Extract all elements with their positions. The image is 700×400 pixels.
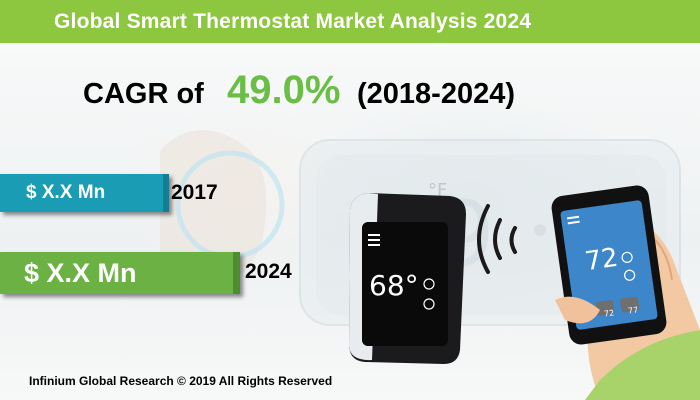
cagr-period: (2018-2024) — [357, 78, 515, 110]
market-value-bar-2017: $ X.X Mn — [0, 174, 169, 212]
year-label-2017: 2017 — [171, 181, 218, 204]
phone-chip-right: 77 — [627, 305, 639, 316]
faded-hand — [160, 130, 267, 290]
copyright-footer: Infinium Global Research © 2019 All Righ… — [29, 374, 333, 388]
page-title: Global Smart Thermostat Market Analysis … — [54, 9, 532, 33]
cagr-label: CAGR of — [83, 78, 204, 110]
market-value-2024: $ X.X Mn — [24, 257, 137, 288]
market-value-bar-2024: $ X.X Mn — [0, 252, 240, 294]
year-label-2024: 2024 — [245, 260, 292, 283]
wireless-signal-icon — [477, 204, 517, 274]
thermostat-reading: 68° — [369, 269, 419, 302]
smart-thermostat-device — [349, 193, 466, 364]
phone-chip-left: 72 — [603, 308, 615, 319]
phone-reading: 72 — [583, 242, 621, 278]
market-value-2017: $ X.X Mn — [26, 182, 106, 203]
title-banner: Global Smart Thermostat Market Analysis … — [0, 0, 700, 43]
cagr-value: 49.0% — [227, 68, 341, 112]
smartphone — [551, 185, 700, 400]
